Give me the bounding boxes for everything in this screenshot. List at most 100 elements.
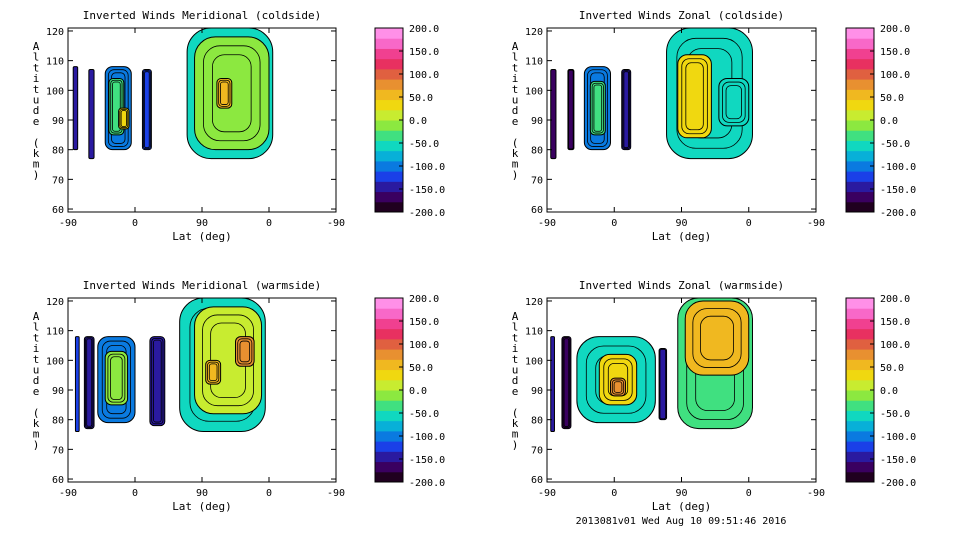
colorbar-swatch	[375, 120, 403, 131]
contour-line	[151, 337, 164, 425]
colorbar-tick-label: -50.0	[880, 409, 910, 420]
x-axis-label: Lat (deg)	[652, 230, 712, 243]
y-tick-label: 60	[52, 475, 64, 486]
y-tick-label: 70	[531, 175, 543, 186]
contour-region	[550, 336, 555, 433]
colorbar-swatch	[846, 308, 874, 319]
contour-line	[239, 340, 251, 363]
colorbar-tick-label: 100.0	[880, 340, 910, 351]
y-tick-label: 110	[46, 57, 64, 68]
y-tick-label: 90	[531, 386, 543, 397]
contour-line	[562, 337, 571, 428]
colorbar-swatch	[375, 318, 403, 330]
contour-line	[112, 81, 121, 132]
colorbar-swatch	[375, 58, 403, 70]
contour-line	[220, 81, 229, 105]
colorbar-swatch	[846, 359, 874, 371]
colorbar-swatch	[375, 420, 403, 432]
y-tick-label: 120	[46, 297, 64, 308]
contour-line	[208, 363, 218, 381]
colorbar-swatch	[375, 68, 403, 80]
contour-line	[218, 79, 231, 107]
colorbar-swatch	[846, 191, 874, 203]
colorbar-swatch	[375, 379, 403, 391]
contour-line	[568, 69, 574, 150]
colorbar-tick-label: 150.0	[409, 317, 439, 328]
colorbar-swatch	[375, 410, 403, 422]
y-tick-label: 110	[46, 327, 64, 338]
y-tick-label: 90	[531, 116, 543, 127]
colorbar-swatch	[846, 379, 874, 391]
colorbar-swatch	[846, 48, 874, 60]
y-tick-label: 90	[52, 116, 64, 127]
y-tick-label: 80	[52, 146, 64, 157]
colorbar-swatch	[375, 338, 403, 350]
colorbar-tick-label: -150.0	[409, 185, 445, 196]
colorbar-swatch	[846, 201, 874, 213]
y-tick-label: 70	[531, 445, 543, 456]
colorbar-swatch	[846, 328, 874, 340]
colorbar-tick-label: -200.0	[409, 208, 445, 219]
chart-panel: Inverted Winds Zonal (warmside) -90 0 90 0 -9…	[512, 279, 916, 513]
colorbar-tick-label: 50.0	[409, 93, 433, 104]
y-tick-label: 120	[525, 27, 543, 38]
chart-title: Inverted Winds Meridional (warmside)	[83, 279, 321, 292]
contour-line	[611, 379, 625, 395]
y-tick-label: 100	[46, 86, 64, 97]
x-tick-label: 0	[746, 488, 752, 499]
x-tick-label: -90	[59, 488, 77, 499]
colorbar-swatch	[846, 349, 874, 360]
x-tick-label: 90	[196, 488, 208, 499]
colorbar-swatch	[846, 400, 874, 411]
contour-region	[104, 350, 129, 406]
plot-area	[74, 298, 266, 433]
colorbar-swatch	[846, 471, 874, 483]
contour-line	[685, 62, 704, 131]
colorbar-swatch	[846, 99, 874, 111]
x-tick-label: -90	[807, 218, 825, 229]
colorbar-tick-label: -200.0	[409, 478, 445, 489]
colorbar-swatch	[375, 390, 403, 401]
y-tick-label: 60	[52, 205, 64, 216]
contour-line	[591, 82, 604, 134]
colorbar-tick-label: 0.0	[880, 386, 898, 397]
x-tick-label: 0	[746, 218, 752, 229]
contour-region	[74, 336, 80, 433]
contour-line	[563, 338, 570, 427]
colorbar-swatch	[846, 120, 874, 131]
y-tick-label: 90	[52, 386, 64, 397]
contour-line	[603, 358, 633, 401]
colorbar-swatch	[375, 471, 403, 483]
colorbar-swatch	[375, 298, 403, 309]
colorbar-tick-label: 0.0	[409, 386, 427, 397]
colorbar-swatch	[375, 28, 403, 39]
colorbar-swatch	[375, 451, 403, 463]
contour-region	[658, 347, 668, 421]
x-tick-label: -90	[538, 488, 556, 499]
colorbar-swatch	[846, 390, 874, 401]
colorbar-swatch	[375, 400, 403, 411]
contour-region	[684, 300, 750, 376]
colorbar-swatch	[846, 338, 874, 350]
colorbar: 200.0 150.0 100.0 50.0 0.0 -50.0 -100.0 -150.0 -…	[845, 294, 916, 489]
contour-region	[677, 54, 712, 139]
contour-line	[623, 71, 629, 148]
colorbar: 200.0 150.0 100.0 50.0 0.0 -50.0 -100.0 -150.0 -…	[374, 294, 445, 489]
y-tick-label: 100	[525, 86, 543, 97]
colorbar-tick-label: -100.0	[880, 432, 916, 443]
colorbar-tick-label: -200.0	[880, 208, 916, 219]
colorbar-tick-label: 0.0	[880, 116, 898, 127]
colorbar-swatch	[846, 298, 874, 309]
plot-area	[72, 28, 274, 160]
chart-title: Inverted Winds Meridional (coldside)	[83, 9, 321, 22]
x-tick-label: -90	[807, 488, 825, 499]
colorbar-swatch	[375, 181, 403, 193]
contour-line	[585, 345, 647, 414]
contour-region	[88, 69, 95, 160]
colorbar-tick-label: -150.0	[880, 185, 916, 196]
colorbar: 200.0 150.0 100.0 50.0 0.0 -50.0 -100.0 -150.0 -…	[374, 24, 445, 219]
